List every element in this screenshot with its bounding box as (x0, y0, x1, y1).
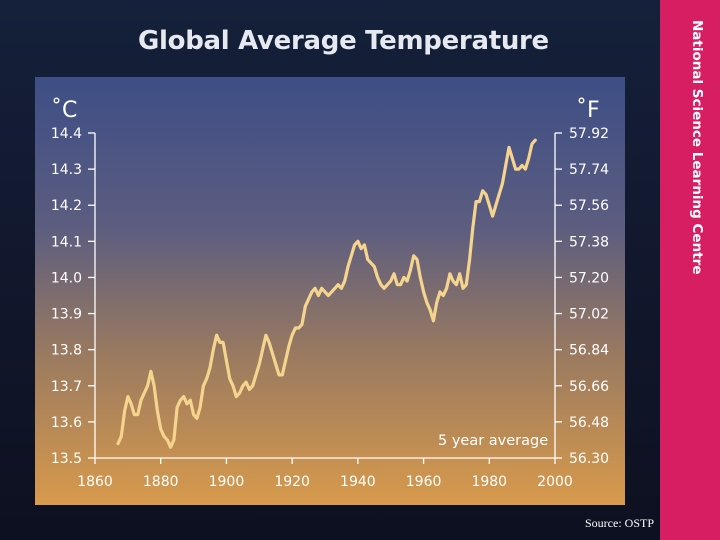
x-tick-label: 1860 (77, 474, 113, 490)
source-credit: Source: OSTP (585, 516, 654, 530)
y-tick-label-f: 57.92 (569, 126, 609, 142)
x-tick-label: 1880 (143, 474, 179, 490)
series-lines (116, 138, 537, 449)
y-tick-label-f: 57.38 (569, 234, 609, 250)
y-tick-label-c: 13.5 (51, 451, 82, 467)
y-tick-label-f: 57.20 (569, 270, 609, 286)
y-tick-label-c: 14.1 (51, 234, 82, 250)
x-tick-label: 2000 (537, 474, 573, 490)
y-tick-label-f: 57.74 (569, 162, 609, 178)
x-tick-label: 1940 (340, 474, 376, 490)
y-tick-label-f: 56.66 (569, 379, 609, 395)
y-left-unit-label: ˚C (51, 98, 77, 123)
x-tick-label: 1920 (274, 474, 310, 490)
sidebar-wrapper: National Science Learning Centre (674, 20, 705, 274)
x-tick-label: 1900 (209, 474, 245, 490)
y-right-unit-label: ˚F (576, 98, 600, 123)
temperature-series-line (116, 138, 537, 449)
y-tick-label-f: 56.84 (569, 343, 609, 359)
annotation-5yr-average: 5 year average (438, 433, 548, 449)
y-tick-label-c: 13.8 (51, 343, 82, 359)
sidebar-brand-text: National Science Learning Centre (689, 20, 705, 275)
sidebar-band (660, 0, 720, 540)
y-tick-label-c: 14.2 (51, 198, 82, 214)
y-tick-label-f: 56.30 (569, 451, 609, 467)
chart-title: Global Average Temperature (138, 26, 549, 56)
y-tick-label-f: 57.02 (569, 307, 609, 323)
y-tick-label-c: 14.3 (51, 162, 82, 178)
chart-panel (35, 77, 625, 505)
y-tick-label-f: 56.48 (569, 415, 609, 431)
x-tick-label: 1980 (471, 474, 507, 490)
x-tick-label: 1960 (406, 474, 442, 490)
y-tick-label-c: 13.9 (51, 307, 82, 323)
y-tick-label-c: 13.7 (51, 379, 82, 395)
y-tick-label-f: 57.56 (569, 198, 609, 214)
y-tick-label-c: 13.6 (51, 415, 82, 431)
y-tick-label-c: 14.0 (51, 270, 82, 286)
y-tick-label-c: 14.4 (51, 126, 82, 142)
axes: 14.4 57.92 14.3 57.74 14.2 57.56 14.1 57.38 14.0… (51, 126, 609, 490)
